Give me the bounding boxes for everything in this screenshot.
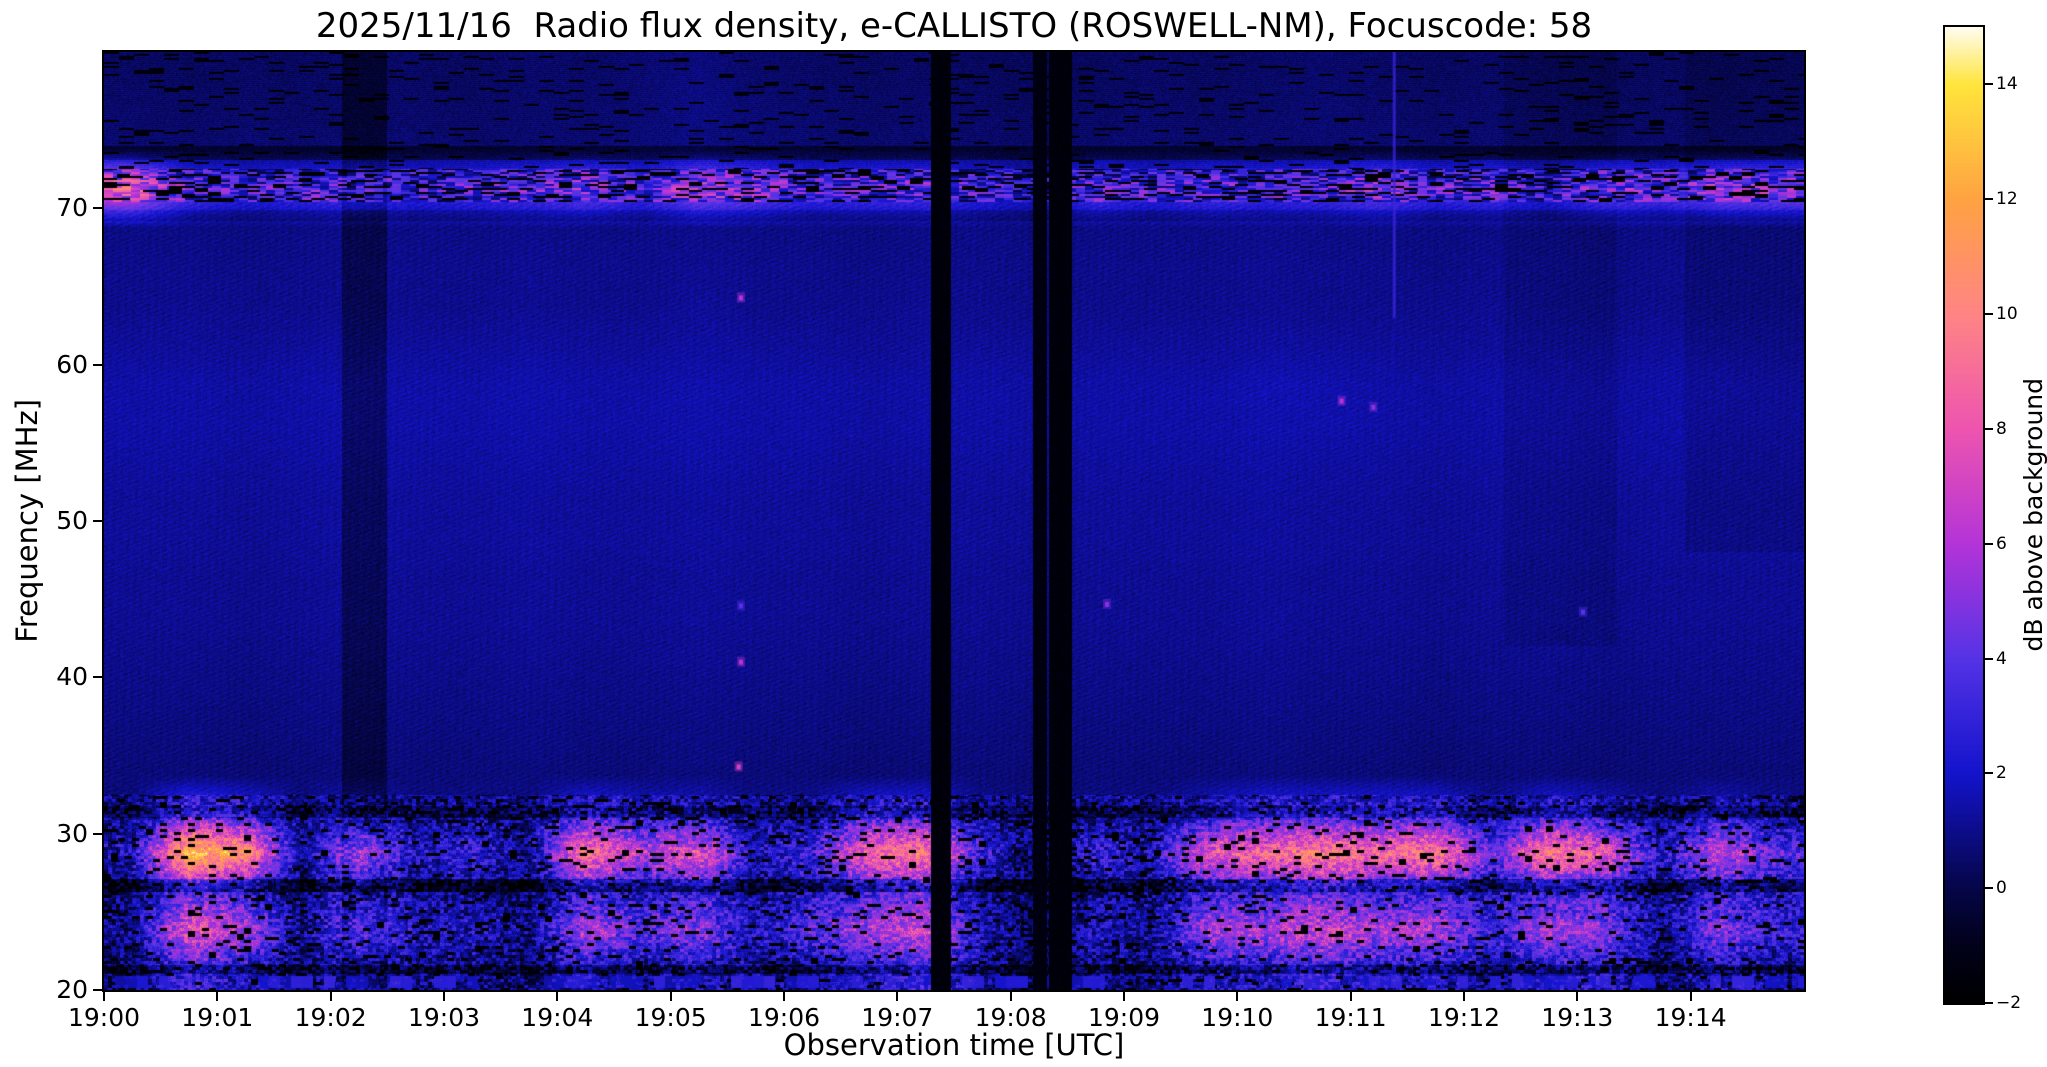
y-tick-label: 20 xyxy=(56,975,88,1004)
x-tick-label: 19:00 xyxy=(67,1003,141,1032)
colorbar-canvas xyxy=(1945,27,1983,1003)
colorbar-tick-label: 6 xyxy=(1996,533,2007,554)
x-tick-mark xyxy=(783,992,785,1001)
colorbar-tick-label: 8 xyxy=(1996,418,2007,439)
colorbar-tick-mark xyxy=(1985,427,1993,430)
x-tick-label: 19:06 xyxy=(747,1003,821,1032)
colorbar-tick-mark xyxy=(1985,1002,1993,1004)
x-tick-mark xyxy=(103,992,105,1001)
chart-title: 2025/11/16 Radio flux density, e-CALLIST… xyxy=(315,6,1593,46)
y-tick-mark xyxy=(93,363,102,366)
y-tick-mark xyxy=(93,989,102,991)
x-axis-label: Observation time [UTC] xyxy=(783,1028,1125,1062)
x-tick-mark xyxy=(896,992,899,1001)
y-tick-mark xyxy=(93,207,102,210)
y-tick-label: 30 xyxy=(56,818,88,848)
plot-frame xyxy=(102,50,1806,992)
x-tick-label: 19:14 xyxy=(1654,1003,1727,1032)
colorbar-tick-label: 14 xyxy=(1996,74,2018,95)
colorbar-tick-mark xyxy=(1985,198,1993,201)
x-tick-mark xyxy=(216,992,219,1001)
y-tick-mark xyxy=(93,520,102,522)
x-tick-mark xyxy=(1463,992,1465,1001)
colorbar-label: dB above background xyxy=(2019,378,2047,652)
colorbar-tick-mark xyxy=(1985,772,1993,775)
x-tick-label: 19:02 xyxy=(294,1003,367,1032)
colorbar-tick-label: 4 xyxy=(1996,648,2007,669)
y-tick-label: 40 xyxy=(56,662,88,692)
colorbar-tick-label: 0 xyxy=(1996,878,2007,899)
colorbar-tick-label: 10 xyxy=(1996,304,2018,325)
x-tick-mark xyxy=(1349,992,1352,1001)
x-tick-mark xyxy=(556,992,559,1001)
colorbar-tick-label: 2 xyxy=(1996,763,2007,784)
colorbar-tick-mark xyxy=(1985,542,1993,545)
x-tick-mark xyxy=(1236,992,1239,1001)
colorbar-tick-mark xyxy=(1985,313,1993,316)
colorbar-tick-mark xyxy=(1985,83,1993,86)
x-tick-mark xyxy=(1123,992,1125,1001)
x-tick-label: 19:09 xyxy=(1087,1003,1161,1032)
y-tick-label: 60 xyxy=(56,349,88,379)
x-tick-mark xyxy=(669,992,672,1001)
x-tick-label: 19:04 xyxy=(521,1003,594,1032)
y-tick-label: 50 xyxy=(56,506,88,535)
x-tick-label: 19:10 xyxy=(1201,1003,1274,1032)
x-tick-label: 19:08 xyxy=(974,1003,1047,1032)
colorbar-frame xyxy=(1943,25,1985,1005)
x-tick-label: 19:12 xyxy=(1427,1003,1501,1032)
x-tick-label: 19:11 xyxy=(1314,1003,1387,1032)
x-tick-label: 19:05 xyxy=(634,1003,707,1032)
x-tick-label: 19:07 xyxy=(861,1003,934,1032)
x-tick-mark xyxy=(1689,992,1692,1001)
y-tick-mark xyxy=(93,676,102,679)
x-tick-label: 19:01 xyxy=(181,1003,254,1032)
x-tick-mark xyxy=(1576,992,1579,1001)
x-tick-mark xyxy=(443,992,445,1001)
colorbar-tick-label: −2 xyxy=(1996,993,2022,1013)
colorbar-tick-label: 12 xyxy=(1996,189,2018,210)
y-tick-mark xyxy=(93,832,102,835)
colorbar-tick-mark xyxy=(1985,657,1993,660)
spectrogram-canvas xyxy=(104,52,1804,990)
x-tick-mark xyxy=(1009,992,1012,1001)
x-tick-mark xyxy=(329,992,332,1001)
y-tick-label: 70 xyxy=(56,193,88,223)
colorbar-label-wrap: dB above background xyxy=(2019,27,2047,1003)
x-tick-label: 19:03 xyxy=(407,1003,481,1032)
colorbar-tick-mark xyxy=(1985,887,1993,890)
x-tick-label: 19:13 xyxy=(1541,1003,1614,1032)
